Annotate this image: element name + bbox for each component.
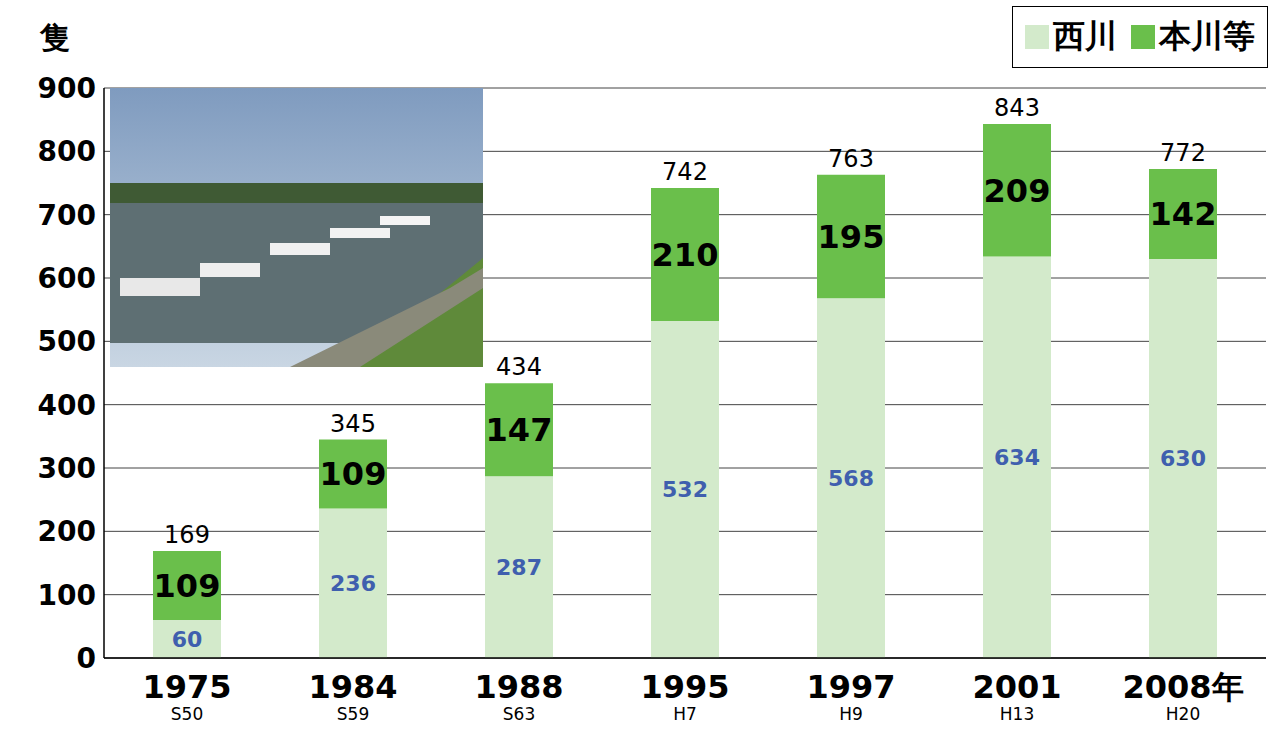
svg-text:142: 142 xyxy=(1150,195,1217,233)
svg-text:500: 500 xyxy=(38,325,96,358)
svg-text:60: 60 xyxy=(172,627,203,652)
svg-text:772: 772 xyxy=(1160,139,1206,167)
svg-text:434: 434 xyxy=(496,353,542,381)
svg-text:287: 287 xyxy=(496,555,542,580)
svg-text:1995: 1995 xyxy=(640,668,729,706)
svg-text:109: 109 xyxy=(154,567,221,605)
html-text:隻: 隻 xyxy=(40,20,70,55)
svg-text:400: 400 xyxy=(38,389,96,422)
svg-text:2001: 2001 xyxy=(972,668,1061,706)
svg-text:630: 630 xyxy=(1160,446,1206,471)
svg-text:763: 763 xyxy=(828,145,874,173)
svg-text:634: 634 xyxy=(994,445,1040,470)
svg-text:300: 300 xyxy=(38,452,96,485)
svg-text:S59: S59 xyxy=(337,704,369,724)
svg-text:345: 345 xyxy=(330,410,376,438)
svg-text:H20: H20 xyxy=(1166,704,1200,724)
svg-text:1997: 1997 xyxy=(806,668,895,706)
svg-text:147: 147 xyxy=(486,411,553,449)
svg-text:200: 200 xyxy=(38,515,96,548)
svg-text:700: 700 xyxy=(38,199,96,232)
svg-text:169: 169 xyxy=(164,521,210,549)
svg-text:209: 209 xyxy=(984,172,1051,210)
svg-text:0: 0 xyxy=(77,642,96,675)
svg-text:S63: S63 xyxy=(503,704,535,724)
svg-text:742: 742 xyxy=(662,158,708,186)
svg-text:1988: 1988 xyxy=(474,668,563,706)
html-text:本川等: 本川等 xyxy=(1159,17,1255,55)
svg-text:109: 109 xyxy=(320,455,387,493)
svg-text:800: 800 xyxy=(38,135,96,168)
svg-text:H9: H9 xyxy=(839,704,863,724)
svg-text:2008年: 2008年 xyxy=(1122,668,1243,706)
svg-text:H13: H13 xyxy=(1000,704,1034,724)
svg-text:1975: 1975 xyxy=(142,668,231,706)
svg-text:532: 532 xyxy=(662,477,708,502)
svg-text:210: 210 xyxy=(652,236,719,274)
svg-text:568: 568 xyxy=(828,466,874,491)
svg-text:900: 900 xyxy=(38,72,96,105)
svg-text:600: 600 xyxy=(38,262,96,295)
html-text:西川: 西川 xyxy=(1053,17,1117,55)
svg-text:1984: 1984 xyxy=(308,668,397,706)
svg-text:843: 843 xyxy=(994,94,1040,122)
svg-text:195: 195 xyxy=(818,218,885,256)
svg-text:236: 236 xyxy=(330,571,376,596)
svg-text:H7: H7 xyxy=(673,704,697,724)
svg-text:S50: S50 xyxy=(171,704,203,724)
svg-text:100: 100 xyxy=(38,579,96,612)
